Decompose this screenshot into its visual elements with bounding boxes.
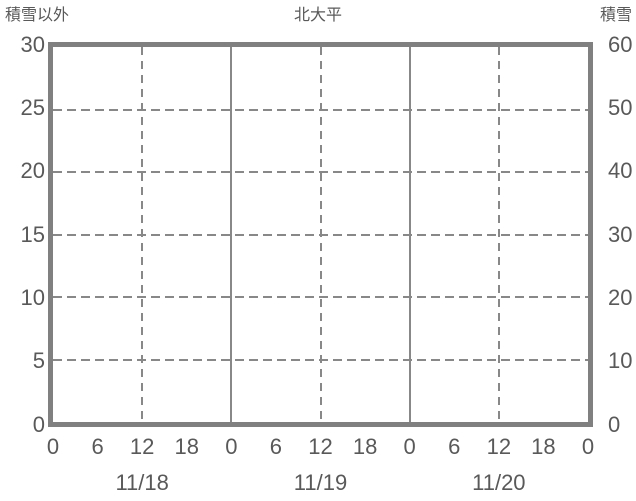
vertical-gridline-solid	[230, 47, 233, 422]
x-axis-hour-label: 6	[269, 434, 283, 459]
left-axis-title: 積雪以外	[5, 7, 70, 24]
left-axis-tick-label: 15	[20, 221, 45, 247]
vertical-gridline-solid	[408, 47, 411, 422]
x-axis-hour-label: 6	[91, 434, 104, 459]
right-axis-tick-label: 30	[608, 221, 633, 247]
right-axis-tick-label: 10	[608, 348, 633, 374]
right-axis-title: 積雪	[599, 7, 632, 24]
right-axis-tick-label: 50	[608, 94, 633, 120]
chart-title: 北大平	[293, 7, 342, 24]
vertical-gridline-dashed	[497, 47, 500, 422]
x-axis-hour-label: 12	[129, 434, 155, 459]
plot-area	[48, 42, 593, 427]
right-axis-tick-label: 0	[608, 411, 621, 437]
left-axis-tick-label: 25	[20, 94, 45, 120]
right-axis-tick-label: 20	[608, 284, 633, 310]
left-axis-tick-label: 10	[20, 284, 45, 310]
x-axis-hour-label: 18	[174, 434, 199, 459]
left-axis-tick-label: 20	[20, 158, 45, 184]
right-axis-tick-label: 40	[608, 158, 633, 184]
x-axis-hour-label: 12	[486, 434, 512, 459]
left-axis-tick-label: 5	[32, 348, 45, 374]
vertical-gridline-dashed	[141, 47, 144, 422]
x-axis-hour-label: 0	[581, 434, 595, 459]
x-axis-hour-label: 0	[225, 434, 238, 459]
x-axis-date-label: 11/20	[472, 470, 526, 495]
x-axis-date-label: 11/19	[293, 470, 348, 495]
x-axis-hour-label: 18	[531, 434, 556, 459]
left-axis-tick-label: 0	[32, 411, 45, 437]
left-axis-tick-label: 30	[20, 31, 45, 57]
x-axis-hour-label: 0	[46, 434, 60, 459]
x-axis-date-label: 11/18	[115, 470, 169, 495]
x-axis-hour-label: 6	[448, 434, 461, 459]
right-axis-tick-label: 60	[608, 31, 633, 57]
x-axis-hour-label: 12	[308, 434, 333, 459]
x-axis-hour-label: 0	[403, 434, 416, 459]
vertical-gridline-dashed	[319, 47, 322, 422]
x-axis-hour-label: 18	[352, 434, 378, 459]
